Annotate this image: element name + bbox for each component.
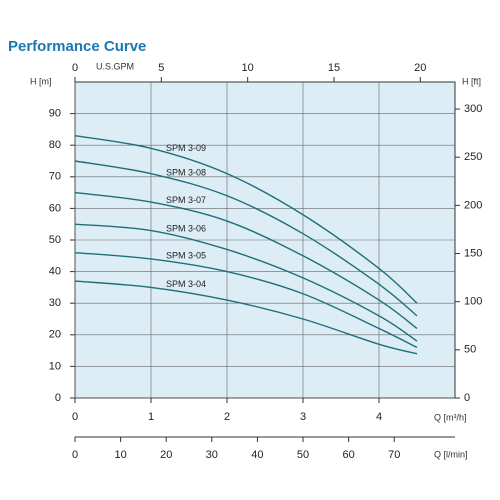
y2-tick-label: 300 [464, 103, 482, 115]
curve [74, 223, 418, 342]
chart-title: Performance Curve [8, 38, 146, 55]
x-tick-label: 2 [224, 411, 230, 423]
top-tick-label: 20 [414, 62, 426, 74]
series-label: SPM 3-06 [166, 224, 206, 234]
x2-tick-label: 60 [342, 449, 354, 461]
top-tick-label: 5 [158, 62, 164, 74]
top-tick-label: 10 [242, 62, 254, 74]
series-label: SPM 3-08 [166, 168, 206, 178]
y-tick-label: 90 [49, 108, 61, 120]
x2-tick-label: 10 [114, 449, 126, 461]
curve [74, 280, 418, 355]
y-tick-label: 80 [49, 139, 61, 151]
curve [74, 191, 418, 330]
y-tick-label: 40 [49, 266, 61, 278]
y2-axis-label: H [ft] [462, 76, 481, 86]
series-label: SPM 3-07 [166, 195, 206, 205]
x2-tick-label: 50 [297, 449, 309, 461]
x-tick-label: 4 [376, 411, 382, 423]
y-tick-label: 70 [49, 171, 61, 183]
x2-axis-label: Q [l/min] [434, 449, 468, 459]
series-label: SPM 3-09 [166, 143, 206, 153]
series-label: SPM 3-04 [166, 279, 206, 289]
top-axis-label: U.S.GPM [96, 61, 134, 71]
series-label: SPM 3-05 [166, 250, 206, 260]
y2-tick-label: 200 [464, 199, 482, 211]
y-tick-label: 60 [49, 202, 61, 214]
y-tick-label: 10 [49, 360, 61, 372]
y2-tick-label: 0 [464, 392, 470, 404]
y2-tick-label: 100 [464, 296, 482, 308]
x2-tick-label: 0 [72, 449, 78, 461]
x2-tick-label: 30 [206, 449, 218, 461]
curve [74, 160, 418, 317]
y-tick-label: 30 [49, 297, 61, 309]
y2-tick-label: 50 [464, 344, 476, 356]
curve [74, 251, 418, 349]
x-tick-label: 3 [300, 411, 306, 423]
x-axis-label: Q [m³/h] [434, 412, 467, 422]
y-axis-label: H [m] [30, 76, 52, 86]
y-tick-label: 20 [49, 329, 61, 341]
top-tick-label: 0 [72, 62, 78, 74]
y-tick-label: 0 [55, 392, 61, 404]
x2-tick-label: 70 [388, 449, 400, 461]
curve [74, 135, 418, 304]
x2-tick-label: 40 [251, 449, 263, 461]
y2-tick-label: 250 [464, 151, 482, 163]
x-tick-label: 0 [72, 411, 78, 423]
y2-tick-label: 150 [464, 247, 482, 259]
x2-tick-label: 20 [160, 449, 172, 461]
top-tick-label: 15 [328, 62, 340, 74]
y-tick-label: 50 [49, 234, 61, 246]
x-tick-label: 1 [148, 411, 154, 423]
